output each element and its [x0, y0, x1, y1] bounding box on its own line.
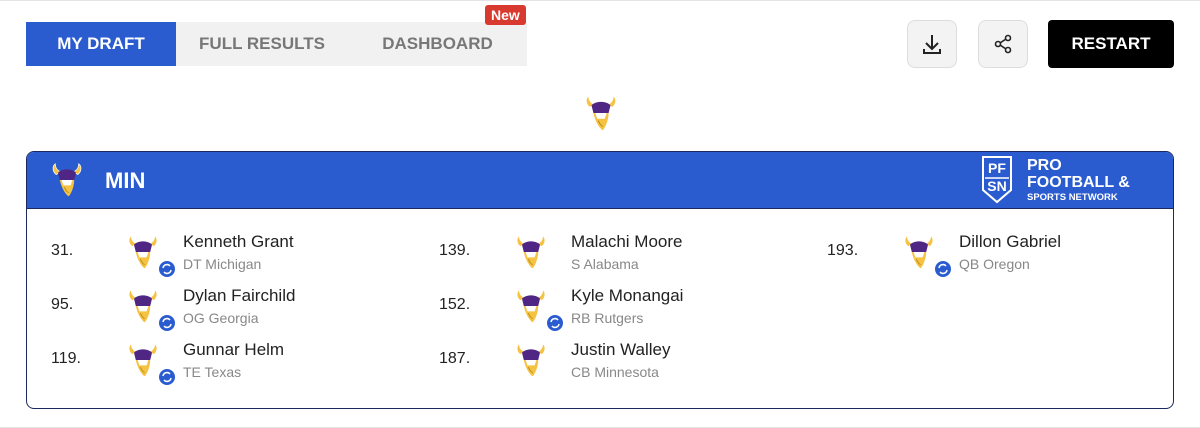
- player-name: Justin Walley: [571, 340, 671, 359]
- team-logo: [125, 234, 161, 270]
- pick-number: 187.: [439, 350, 471, 367]
- restart-button[interactable]: RESTART: [1048, 20, 1174, 68]
- pick-number: 119.: [51, 350, 81, 367]
- share-icon: [994, 34, 1012, 54]
- pick-list: 31. Kenneth Grant DT Michigan 95. Dylan Fair…: [27, 208, 1173, 408]
- team-logo: [125, 288, 161, 324]
- team-logo: [901, 234, 937, 270]
- player-detail: TE Texas: [183, 364, 242, 380]
- team-logo: [582, 94, 620, 132]
- logo-text: SPORTS NETWORK: [1027, 192, 1118, 203]
- player-detail: RB Rutgers: [571, 310, 644, 326]
- player-detail: CB Minnesota: [571, 364, 659, 380]
- player-name: Kyle Monangai: [571, 286, 684, 305]
- player-name: Dylan Fairchild: [183, 286, 296, 305]
- trade-icon: [935, 261, 951, 277]
- new-badge: New: [485, 5, 526, 25]
- divider: [0, 0, 1200, 1]
- pick-number: 193.: [827, 242, 859, 259]
- pick-number: 139.: [439, 242, 471, 259]
- player-detail: S Alabama: [571, 256, 639, 272]
- tab-bar: MY DRAFT FULL RESULTS DASHBOARD: [26, 22, 527, 66]
- team-logo: [513, 234, 549, 270]
- player-detail: QB Oregon: [959, 256, 1030, 272]
- pick-number: 31.: [51, 242, 74, 259]
- team-logo: [125, 342, 161, 378]
- logo-text: PF: [988, 160, 1006, 176]
- player-name: Malachi Moore: [571, 232, 683, 251]
- player-detail: OG Georgia: [183, 310, 259, 326]
- tab[interactable]: DASHBOARD: [382, 34, 493, 53]
- pick: 95. Dylan Fairchild OG Georgia: [51, 286, 431, 336]
- team-logo: [513, 288, 549, 324]
- download-button[interactable]: [907, 20, 957, 68]
- team-logo: [49, 162, 85, 198]
- logo-text: SN: [987, 178, 1006, 194]
- pick: 187. Justin Walley CB Minnesota: [439, 340, 819, 390]
- team-logo: [513, 342, 549, 378]
- pick: 31. Kenneth Grant DT Michigan: [51, 232, 431, 282]
- card-header: MIN PF SN PRO FOOTBALL & SPORTS NETWORK: [27, 152, 1173, 209]
- player-name: Kenneth Grant: [183, 232, 294, 251]
- pick: 119. Gunnar Helm TE Texas: [51, 340, 431, 390]
- trade-icon: [547, 315, 563, 331]
- tab[interactable]: MY DRAFT: [26, 22, 176, 66]
- team-card: MIN PF SN PRO FOOTBALL & SPORTS NETWORK …: [26, 151, 1174, 409]
- share-button[interactable]: [978, 20, 1028, 68]
- player-name: Dillon Gabriel: [959, 232, 1062, 251]
- pick: 139. Malachi Moore S Alabama: [439, 232, 819, 282]
- trade-icon: [159, 369, 175, 385]
- tab[interactable]: FULL RESULTS: [199, 34, 325, 53]
- team-abbr: MIN: [105, 168, 146, 193]
- pick-number: 95.: [51, 296, 74, 313]
- trade-icon: [159, 315, 175, 331]
- pick: 193. Dillon Gabriel QB Oregon: [827, 232, 1173, 282]
- player-detail: DT Michigan: [183, 256, 262, 272]
- player-name: Gunnar Helm: [183, 340, 285, 359]
- pick-number: 152.: [439, 296, 471, 313]
- download-icon: [923, 35, 941, 54]
- pfsn-logo: PF SN PRO FOOTBALL & SPORTS NETWORK: [982, 156, 1130, 204]
- logo-text: PRO: [1027, 157, 1062, 174]
- logo-text: FOOTBALL &: [1027, 174, 1130, 191]
- pick: 152. Kyle Monangai RB Rutgers: [439, 286, 819, 336]
- trade-icon: [159, 261, 175, 277]
